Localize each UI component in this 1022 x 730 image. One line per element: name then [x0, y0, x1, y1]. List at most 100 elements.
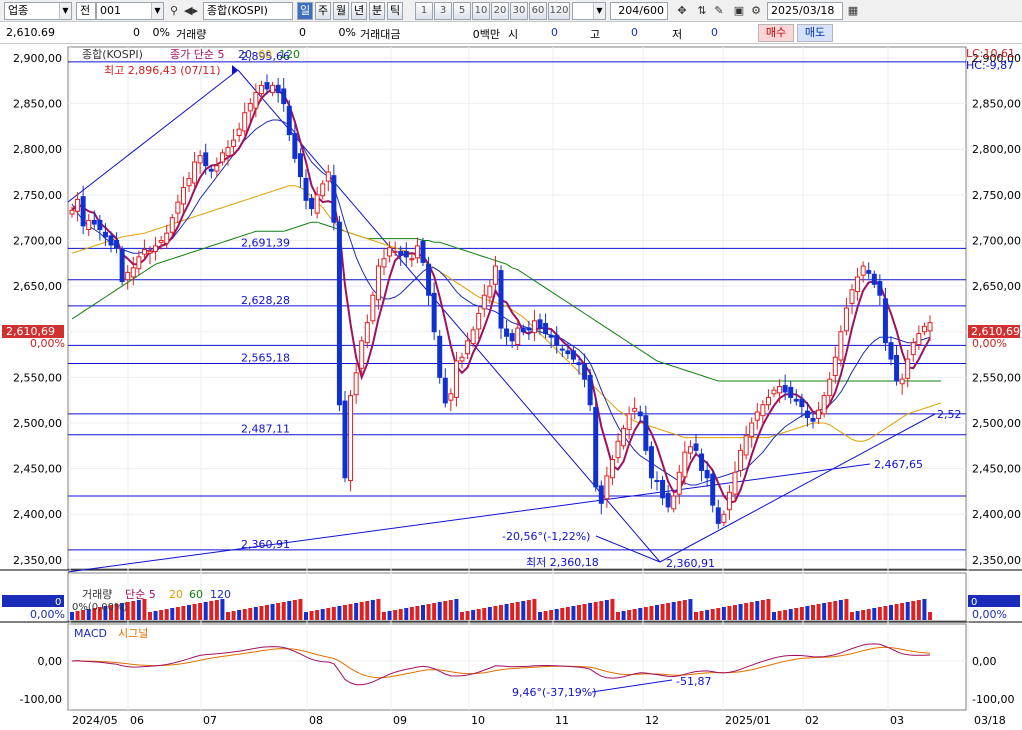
volume-bar [259, 606, 264, 620]
candle-body [80, 196, 86, 227]
trend-line[interactable] [595, 535, 661, 563]
volume-bar [499, 605, 503, 620]
candle-body [214, 165, 220, 172]
volume-bar [181, 606, 186, 620]
candle-body [97, 219, 103, 231]
date-field[interactable]: 2025/03/18 [767, 2, 843, 20]
period-tick-button[interactable]: 틱 [387, 2, 403, 20]
y-tick-label: 2,850,00 [972, 98, 1021, 111]
candle-body [114, 239, 120, 249]
chevron-down-icon[interactable]: ▼ [151, 3, 163, 19]
volume-bar [822, 603, 827, 620]
volume-bar [616, 612, 620, 620]
minute-3-button[interactable]: 3 [434, 2, 452, 20]
macd-lines-layer[interactable] [71, 643, 931, 686]
volume-bar [716, 608, 721, 620]
save-icon[interactable]: ▣ [733, 4, 745, 17]
trend-line[interactable] [237, 69, 661, 563]
minute-120-button[interactable]: 120 [548, 2, 570, 20]
volume-bar [850, 612, 854, 620]
candles-layer[interactable] [69, 74, 933, 529]
candle-body [660, 479, 666, 499]
sell-button[interactable]: 매도 [797, 24, 833, 42]
chart-area[interactable]: 2,895,66 2,691,39 2,628,28 2,565,18 2,487,11… [0, 44, 1022, 730]
volume-bar [755, 601, 760, 620]
volume-bar [331, 607, 336, 620]
period-month-button[interactable]: 월 [333, 2, 349, 20]
volume-bar [120, 603, 125, 620]
volume-bar [437, 602, 442, 620]
chevron-down-icon[interactable]: ▼ [59, 3, 71, 19]
crosshair-icon[interactable]: ✥ [677, 4, 687, 17]
gear-icon[interactable]: ⚙ [751, 4, 761, 17]
candle-body [392, 250, 398, 253]
candle-body [765, 396, 771, 406]
volume-bar [265, 605, 269, 620]
trend-line[interactable] [659, 413, 936, 563]
candle-body [498, 270, 504, 329]
candle-body [665, 492, 671, 508]
calendar-icon[interactable]: ▦ [847, 4, 859, 17]
macd-y-tick-label: -100,00 [972, 693, 1014, 706]
volume-bar [343, 605, 347, 620]
volume-bar [370, 600, 375, 620]
minute-30-button[interactable]: 30 [510, 2, 528, 20]
volume-bar [192, 604, 197, 620]
candle-body [242, 112, 248, 132]
minute-1-button[interactable]: 1 [415, 2, 433, 20]
candle-body [860, 265, 866, 276]
mode-select[interactable]: 전 [76, 2, 96, 20]
volume-bar [571, 606, 576, 620]
candle-body [598, 485, 604, 504]
candle-body [921, 325, 927, 333]
volume-badge-left [2, 595, 64, 607]
minute-60-button[interactable]: 60 [529, 2, 547, 20]
volume-bar [292, 600, 297, 620]
macd-trend-line[interactable] [591, 679, 673, 693]
market-select[interactable]: 업종 ▼ [4, 2, 72, 20]
period-day-button[interactable]: 일 [297, 2, 313, 20]
chevron-down-icon[interactable]: ▼ [593, 3, 605, 19]
volume-bar [404, 608, 409, 620]
volume-bar [97, 607, 102, 620]
change-rate: 0% [152, 26, 170, 39]
volume-bar [554, 609, 559, 620]
candle-body [570, 350, 576, 360]
candle-body [810, 417, 816, 422]
prev-next-icon[interactable]: ◀▸ [184, 4, 198, 17]
buy-button[interactable]: 매수 [758, 24, 794, 42]
candle-body [470, 329, 476, 345]
x-tick-label: 03/18 [974, 714, 1006, 727]
candle-body [777, 385, 783, 394]
period-year-button[interactable]: 년 [351, 2, 367, 20]
volume-bar [883, 606, 888, 620]
period-minute-button[interactable]: 분 [369, 2, 385, 20]
candle-body [760, 404, 766, 417]
minute-20-button[interactable]: 20 [491, 2, 509, 20]
interval-select[interactable]: ▼ [572, 2, 606, 20]
trend-line[interactable] [67, 69, 239, 203]
candle-body [91, 219, 97, 225]
code-input[interactable]: 001 ▼ [96, 2, 164, 20]
search-icon[interactable]: ⚲ [169, 4, 179, 17]
candle-body [336, 221, 342, 406]
candle-body [448, 393, 454, 401]
volume-bar [604, 600, 609, 620]
minute-10-button[interactable]: 10 [472, 2, 490, 20]
volume-bar [866, 609, 871, 620]
candle-body [816, 409, 822, 419]
volume-bar [794, 608, 799, 620]
index-name: 종합(KOSPI) [207, 4, 268, 17]
volume-bars-layer[interactable] [70, 599, 932, 620]
period-week-button[interactable]: 주 [315, 2, 331, 20]
volume-bar [187, 605, 191, 620]
volume-bar [744, 603, 749, 620]
candle-body [325, 171, 331, 182]
volume-bar [816, 604, 821, 620]
count-field[interactable]: 204/600 [610, 2, 668, 20]
candle-body [843, 307, 849, 332]
candle-body [442, 377, 448, 404]
indicator-icon[interactable]: ⇅ [697, 4, 707, 17]
minute-5-button[interactable]: 5 [453, 2, 471, 20]
drawing-icon[interactable]: ✎ [714, 4, 724, 17]
